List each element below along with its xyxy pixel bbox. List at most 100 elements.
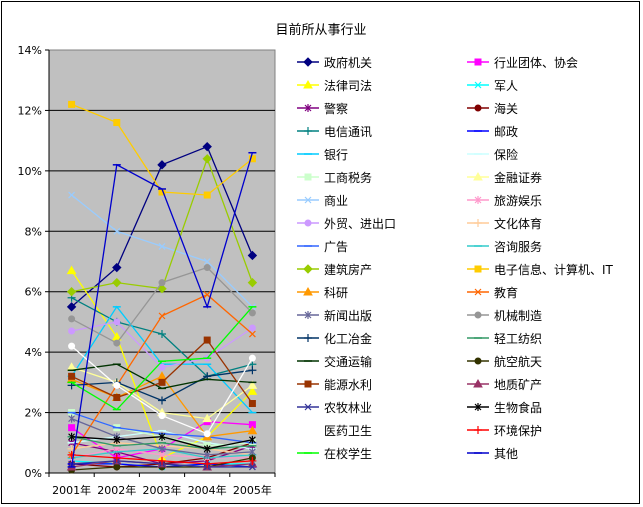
- data-point: [158, 456, 166, 465]
- legend-entry: 外贸、进出口: [297, 217, 396, 231]
- legend-label: 医药卫生: [324, 424, 372, 438]
- data-point: [158, 444, 166, 453]
- data-point: [158, 378, 166, 386]
- data-point: [248, 366, 257, 375]
- data-point: [113, 119, 121, 127]
- series-24: [68, 264, 256, 347]
- legend-entry: 旅游娱乐: [467, 194, 542, 208]
- legend-label: 电子信息、计算机、IT: [494, 262, 614, 277]
- legend-entry: 化工冶金: [297, 331, 372, 346]
- y-tick-label: 2%: [25, 407, 42, 420]
- legend-marker: [304, 403, 312, 411]
- series-34: [67, 450, 257, 468]
- legend-marker: [304, 196, 312, 204]
- data-point: [66, 302, 77, 312]
- legend-marker: [473, 171, 483, 181]
- legend-entry: 地质矿产: [467, 378, 542, 392]
- legend-label: 生物食品: [494, 400, 542, 415]
- legend-entry: 咨询服务: [467, 239, 542, 254]
- data-point: [113, 318, 121, 326]
- legend-label: 轻工纺织: [494, 332, 542, 346]
- legend-marker: [304, 104, 312, 112]
- y-tick-label: 6%: [25, 286, 42, 299]
- series-13: [68, 191, 256, 311]
- legend-entry: 警察: [297, 101, 348, 116]
- data-point: [247, 425, 258, 435]
- legend-entry: 电信通讯: [297, 125, 372, 139]
- data-point: [158, 396, 166, 405]
- data-point: [68, 100, 76, 108]
- legend-entry: 航空航天: [467, 354, 542, 369]
- data-point: [68, 372, 76, 380]
- legend-marker: [474, 196, 482, 204]
- legend-marker: [303, 286, 313, 296]
- data-point: [68, 191, 76, 199]
- legend-entry: 环境保护: [467, 423, 542, 438]
- series-29: [68, 336, 256, 408]
- data-point: [203, 444, 211, 453]
- legend-label: 银行: [324, 148, 348, 162]
- y-tick-label: 0%: [25, 467, 42, 480]
- data-point: [68, 432, 76, 441]
- legend-entry: 农牧林业: [297, 401, 372, 415]
- legend-label: 军人: [494, 79, 518, 93]
- legend-entry: 新闻出版: [297, 308, 372, 323]
- legend-label: 电信通讯: [324, 125, 372, 139]
- data-point: [158, 363, 166, 371]
- legend-label: 化工冶金: [324, 331, 372, 346]
- data-point: [203, 258, 211, 265]
- legend-marker: [304, 334, 312, 342]
- legend-label: 邮政: [494, 125, 518, 139]
- legend-entry: 文化体育: [467, 216, 542, 231]
- legend-entry: 建筑房产: [297, 262, 372, 277]
- y-tick-label: 10%: [18, 165, 42, 178]
- data-point: [203, 191, 211, 199]
- legend-marker: [474, 81, 482, 89]
- data-point: [113, 435, 121, 444]
- legend-label: 在校学生: [324, 446, 372, 461]
- legend-marker: [474, 288, 482, 296]
- y-tick-label: 14%: [18, 44, 42, 57]
- series-35: [67, 306, 257, 411]
- legend-label: 政府机关: [324, 55, 372, 70]
- legend-entry: 法律司法: [297, 79, 372, 93]
- data-point: [158, 412, 166, 420]
- x-axis: 2001年 2002年 2003年 2004年 2005年: [48, 472, 276, 497]
- legend-label: 能源水利: [324, 378, 372, 392]
- series-36: [67, 151, 257, 468]
- data-point: [248, 155, 256, 163]
- legend-label: 科研: [324, 286, 348, 300]
- legend-marker: [304, 426, 312, 434]
- legend-entry: 保险: [467, 147, 518, 162]
- legend-label: 地质矿产: [494, 378, 542, 392]
- data-point: [248, 456, 257, 465]
- data-point: [202, 141, 212, 152]
- legend-marker: [304, 219, 312, 227]
- data-point: [158, 330, 166, 339]
- legend-entry: 海关: [467, 101, 518, 116]
- legend-entry: 军人: [467, 79, 518, 93]
- data-point: [203, 430, 211, 438]
- data-point: [248, 324, 256, 332]
- data-point: [158, 279, 166, 287]
- data-point: [202, 413, 213, 423]
- legend-entry: 在校学生: [297, 446, 372, 461]
- legend-label: 海关: [494, 101, 518, 116]
- data-point: [248, 400, 256, 408]
- data-point: [203, 264, 211, 272]
- data-point: [157, 283, 167, 294]
- legend-marker: [474, 357, 482, 365]
- data-point: [68, 414, 76, 423]
- legend-entry: 邮政: [467, 125, 518, 139]
- legend-marker: [304, 311, 312, 319]
- series-32: [68, 432, 256, 453]
- data-point: [113, 227, 121, 235]
- legend-label: 咨询服务: [494, 239, 542, 254]
- data-point: [248, 354, 256, 362]
- series-lines: [66, 100, 258, 474]
- legend-label: 交通运输: [324, 354, 372, 369]
- x-tick-label: 2004年: [188, 483, 227, 497]
- legend-entry: 机械制造: [467, 308, 542, 323]
